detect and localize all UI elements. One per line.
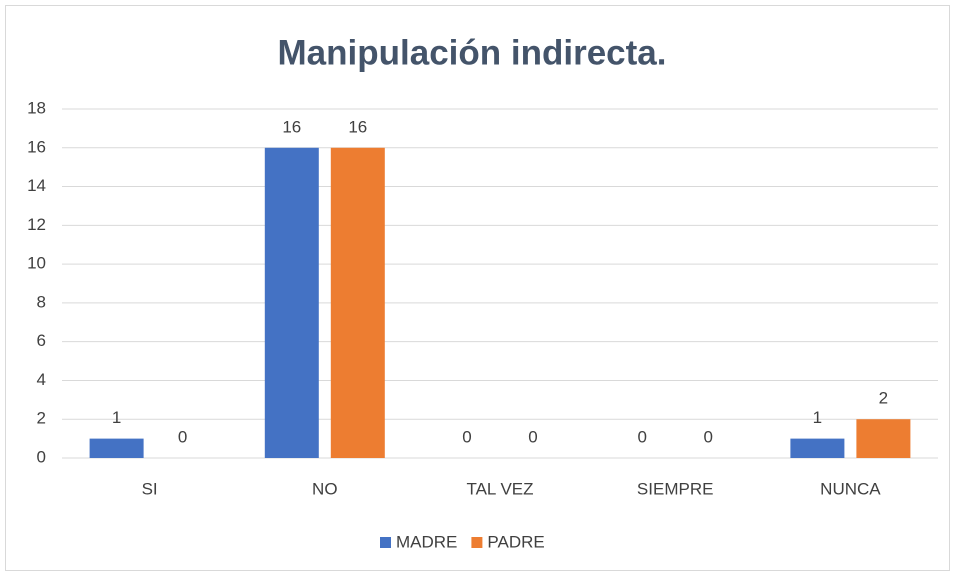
- y-tick-label: 10: [27, 254, 46, 273]
- data-label: 0: [703, 427, 712, 446]
- y-tick-label: 6: [37, 331, 46, 350]
- chart-title: Manipulación indirecta.: [278, 33, 667, 72]
- y-tick-label: 18: [27, 98, 46, 117]
- data-label: 16: [348, 117, 367, 136]
- y-tick-label: 2: [37, 409, 46, 428]
- x-tick-label: SIEMPRE: [637, 479, 714, 498]
- data-label: 2: [879, 389, 888, 408]
- y-tick-label: 12: [27, 215, 46, 234]
- data-label: 0: [637, 427, 646, 446]
- y-tick-label: 8: [37, 292, 46, 311]
- data-label: 0: [528, 427, 537, 446]
- y-tick-label: 4: [37, 370, 46, 389]
- data-label: 0: [462, 427, 471, 446]
- x-tick-label: NUNCA: [820, 479, 881, 498]
- legend-label: PADRE: [487, 532, 544, 551]
- x-tick-label: NO: [312, 479, 338, 498]
- x-tick-label: SI: [142, 479, 158, 498]
- bar: [330, 147, 385, 458]
- x-tick-label: TAL VEZ: [466, 479, 533, 498]
- chart-border: [5, 5, 950, 571]
- legend-swatch: [380, 537, 391, 548]
- y-tick-label: 16: [27, 137, 46, 156]
- data-label: 0: [178, 427, 187, 446]
- y-tick-label: 0: [37, 447, 46, 466]
- y-tick-label: 14: [27, 176, 46, 195]
- bar: [790, 438, 845, 458]
- data-label: 1: [112, 408, 121, 427]
- legend-label: MADRE: [396, 532, 457, 551]
- data-label: 16: [282, 117, 301, 136]
- bar: [264, 147, 319, 458]
- data-label: 1: [813, 408, 822, 427]
- bar: [89, 438, 144, 458]
- bar: [856, 419, 911, 458]
- legend-swatch: [471, 537, 483, 548]
